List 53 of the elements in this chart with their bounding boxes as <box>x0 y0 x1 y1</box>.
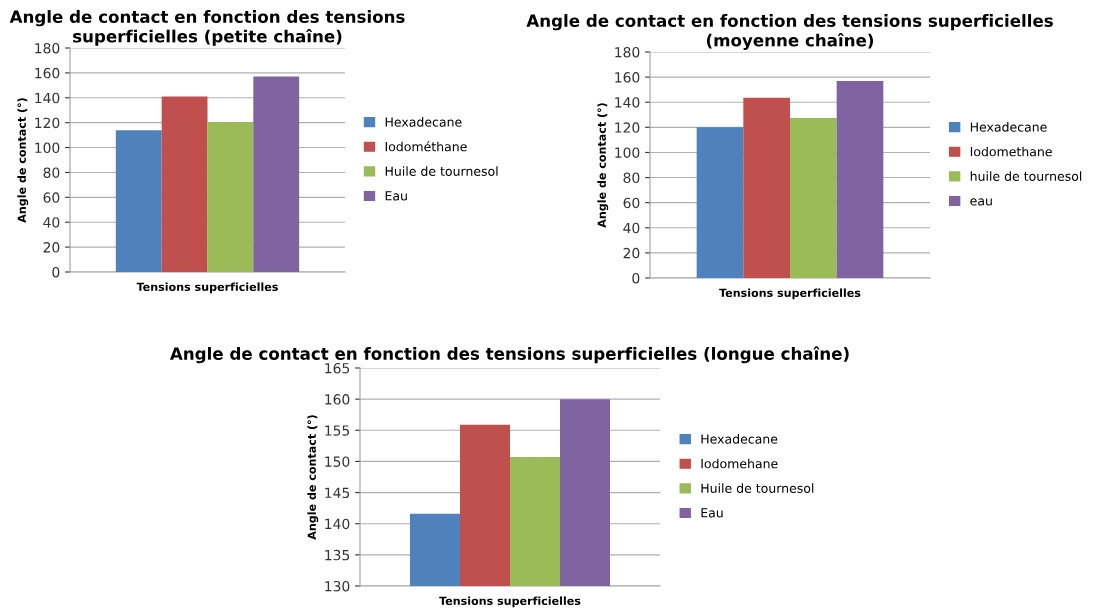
y-tick-label: 80 <box>623 172 640 184</box>
y-tick-label: 160 <box>35 67 60 79</box>
bar <box>115 130 162 272</box>
y-tick-label: 100 <box>615 147 640 158</box>
y-tick-label: 155 <box>325 425 350 436</box>
bar <box>696 127 744 278</box>
y-tick-label: 160 <box>615 72 640 83</box>
x-axis-title: Tensions superficielles <box>439 596 581 608</box>
y-tick-label: 40 <box>43 217 60 228</box>
y-tick-label: 120 <box>615 122 640 133</box>
y-tick-label: 60 <box>623 197 640 209</box>
legend-label: Hexadecane <box>385 117 462 127</box>
legend-label: eau <box>970 198 992 206</box>
y-tick-label: 140 <box>615 97 640 108</box>
x-axis-title: Tensions superficielles <box>719 288 861 300</box>
y-tick-label: 80 <box>43 167 60 178</box>
y-tick-label: 20 <box>623 247 640 259</box>
legend-label: Huile de tournesol <box>701 483 814 493</box>
legend-label: Eau <box>385 191 407 201</box>
y-tick-label: 140 <box>325 518 350 530</box>
x-axis-title: Tensions superficielles <box>136 282 278 294</box>
chart-title: Angle de contact en fonction des tensions superficielles (longue chaîne) <box>169 346 849 364</box>
y-tick-label: 165 <box>325 362 350 374</box>
y-axis-title: Angle de contact (°) <box>597 103 609 228</box>
y-tick-label: 40 <box>623 222 640 234</box>
y-tick-label: 20 <box>43 242 60 253</box>
y-tick-label: 120 <box>35 117 60 129</box>
y-axis-title: Angle de contact (°) <box>307 415 319 540</box>
bar <box>790 117 837 278</box>
bar <box>253 76 300 272</box>
legend-label: Hexadecane <box>970 122 1047 132</box>
legend-label: Iodométhane <box>385 141 467 152</box>
y-tick-label: 100 <box>35 142 60 154</box>
y-axis-title: Angle de contact (°) <box>17 98 29 223</box>
y-tick-label: 160 <box>325 394 350 405</box>
y-tick-label: 130 <box>325 580 350 592</box>
legend-label: Huile de tournesol <box>385 166 498 176</box>
bar <box>836 80 884 278</box>
legend-label: Hexadecane <box>701 434 778 444</box>
bar <box>743 97 790 278</box>
y-tick-label: 150 <box>325 456 350 467</box>
y-tick-label: 0 <box>52 266 60 278</box>
y-tick-label: 0 <box>632 272 640 284</box>
legend-label: huile de tournesol <box>970 171 1082 181</box>
bar <box>207 122 254 272</box>
y-tick-label: 60 <box>43 192 60 203</box>
legend-label: Eau <box>701 508 723 518</box>
y-tick-label: 135 <box>325 549 350 561</box>
bar <box>161 96 208 272</box>
legend-label: Iodomehane <box>701 458 778 469</box>
legend-label: Iodomethane <box>970 146 1052 157</box>
y-tick-label: 140 <box>35 92 60 104</box>
y-tick-label: 145 <box>325 487 350 499</box>
